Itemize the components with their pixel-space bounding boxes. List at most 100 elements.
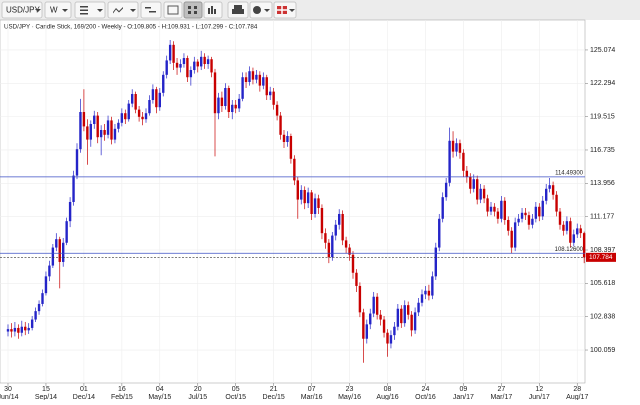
candle-body: [30, 319, 34, 328]
candle-body: [96, 115, 99, 138]
x-tick-label: 28: [573, 386, 581, 393]
candle-body: [286, 136, 289, 142]
candle-body: [324, 233, 327, 243]
candle-body: [172, 44, 175, 63]
interval-select[interactable]: W: [44, 1, 72, 19]
candle-body: [72, 175, 75, 202]
candle-body: [358, 285, 362, 313]
x-tick-label: Oct/16: [415, 394, 436, 400]
candle-body: [351, 254, 355, 273]
y-tick-label: 111.177: [590, 213, 614, 220]
candle-body: [541, 200, 544, 217]
candle-body: [548, 185, 551, 189]
candle-body: [175, 62, 179, 68]
candle-body: [44, 276, 48, 294]
candle-body: [444, 182, 448, 198]
candle-body: [455, 143, 458, 152]
candle-body: [227, 88, 230, 113]
candle-body: [144, 113, 148, 120]
x-tick-label: Feb/15: [111, 394, 133, 400]
candle-body: [75, 149, 79, 176]
candle-body: [51, 247, 55, 266]
candle-body: [293, 158, 296, 181]
candle-body: [410, 314, 413, 331]
candle-body: [58, 239, 61, 262]
candle-body: [13, 327, 17, 332]
candle-body: [162, 74, 165, 93]
candle-body: [155, 89, 158, 108]
candle-body: [558, 211, 562, 225]
candle-body: [10, 329, 13, 332]
candle-body: [372, 296, 375, 314]
candle-body: [424, 290, 427, 295]
y-tick-label: 125.074: [590, 47, 615, 54]
candle-body: [275, 104, 279, 116]
candle-body: [272, 91, 275, 105]
x-tick-label: 20: [194, 386, 202, 393]
candle-body: [582, 233, 586, 258]
last-price-box: [586, 252, 616, 262]
x-tick-label: 16: [118, 386, 126, 393]
candle-body: [513, 222, 517, 248]
candle-body: [65, 221, 68, 243]
candle-body: [106, 120, 110, 135]
candle-body: [386, 332, 389, 344]
price-line-label: 108.12600: [555, 247, 584, 253]
candle-body: [306, 192, 310, 204]
candle-body: [489, 206, 493, 212]
candle-body: [462, 152, 465, 171]
interval[interactable]: W: [50, 6, 58, 15]
y-tick-label: 122.294: [590, 80, 615, 87]
candle-body: [93, 115, 96, 125]
candle-body: [41, 293, 44, 304]
candle-body: [20, 326, 23, 333]
candle-body: [210, 59, 213, 73]
candle-body: [545, 188, 548, 201]
x-tick-label: 07: [308, 386, 316, 393]
candle-body: [579, 228, 582, 234]
x-tick-label: 05: [232, 386, 240, 393]
candle-body: [258, 74, 262, 86]
candle-body: [317, 198, 320, 208]
candle-body: [206, 59, 210, 65]
candle-body: [569, 221, 572, 243]
candle-body: [493, 206, 496, 212]
candle-body: [458, 143, 462, 153]
candle-body: [500, 200, 503, 219]
candle-body: [496, 211, 500, 219]
candle-body: [203, 56, 206, 65]
candle-body: [89, 124, 92, 140]
candle-body: [255, 74, 258, 80]
candle-body: [400, 308, 403, 324]
candle-body: [479, 188, 482, 200]
candle-body: [265, 77, 268, 96]
candle-body: [48, 265, 51, 277]
candle-body: [369, 313, 372, 325]
x-tick-label: Aug/17: [566, 394, 588, 400]
candle-body: [234, 104, 237, 109]
x-tick-label: 27: [497, 386, 505, 393]
x-tick-label: 09: [460, 386, 468, 393]
x-tick-label: 12: [535, 386, 543, 393]
candle-body: [520, 212, 524, 219]
candle-body: [334, 224, 337, 236]
candle-body: [151, 89, 155, 101]
candle-body: [24, 326, 27, 331]
candle-body: [341, 213, 344, 241]
symbol[interactable]: USD/JPY: [6, 6, 40, 15]
candle-body: [37, 303, 41, 312]
candle-body: [379, 314, 382, 320]
candle-body: [179, 64, 182, 68]
x-tick-label: 04: [156, 386, 164, 393]
candle-body: [141, 116, 144, 120]
tool-buttons[interactable]: [74, 1, 297, 19]
x-tick-label: Sep/14: [35, 394, 57, 400]
candle-body: [476, 179, 479, 200]
candle-body: [6, 329, 10, 332]
candle-body: [158, 92, 161, 108]
x-tick-label: Mar/16: [301, 394, 323, 400]
candle-body: [193, 61, 196, 71]
symbol-select[interactable]: USD/JPY: [1, 1, 43, 19]
candle-body: [396, 308, 400, 327]
candle-body: [510, 230, 513, 248]
